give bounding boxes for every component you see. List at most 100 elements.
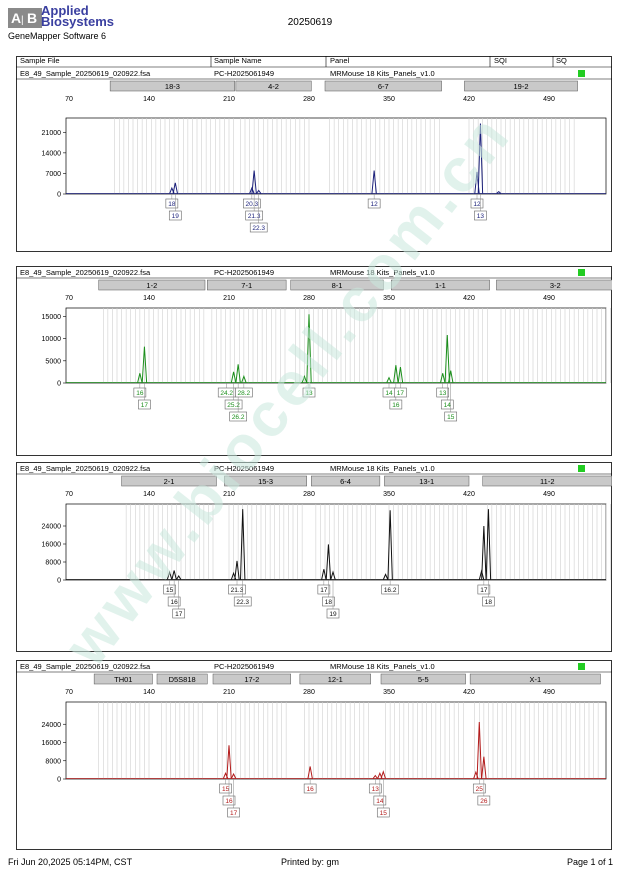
allele-call: 24.2: [220, 390, 233, 397]
allele-call: 18: [325, 599, 333, 606]
x-tick-label: 350: [383, 96, 395, 103]
x-tick-label: 490: [543, 96, 555, 103]
peak-1: [141, 346, 148, 383]
y-tick-label: 8000: [45, 758, 61, 765]
allele-call: 17: [397, 390, 405, 397]
y-tick-label: 8000: [45, 560, 61, 567]
x-tick-label: 280: [303, 295, 315, 302]
brand-line-1: Applied: [41, 3, 89, 18]
peak-5: [301, 374, 308, 383]
allele-box: [165, 198, 179, 209]
allele-box: [245, 210, 263, 221]
print-date: Fri Jun 20,2025 05:14PM, CST: [8, 857, 133, 867]
allele-call: 13: [477, 213, 485, 220]
allele-box: [167, 596, 181, 607]
sizing-quality-indicator: [578, 269, 585, 276]
printed-by: Printed by: gm: [280, 857, 340, 867]
marker-bin-1: [156, 673, 208, 685]
marker-label: 13-1: [419, 477, 434, 486]
allele-box: [302, 387, 316, 398]
allele-call: 17: [141, 402, 149, 409]
allele-call: 16.2: [384, 587, 397, 594]
y-tick-label: 10000: [42, 336, 62, 343]
allele-call: 17: [230, 810, 238, 817]
electropherogram-plot: 2-1 15-3 6-4 13-1 11-2 70 140 210 280 350 420 490 0 8…: [16, 462, 612, 652]
allele-box: [389, 399, 403, 410]
x-tick-label: 490: [543, 689, 555, 696]
allele-call: 17: [175, 611, 183, 618]
peak-2: [230, 772, 237, 779]
allele-box: [367, 198, 381, 209]
peak-0: [137, 373, 143, 383]
peak-1: [171, 570, 177, 580]
panel-border: [16, 266, 612, 456]
allele-box: [376, 807, 390, 818]
allele-box: [227, 807, 240, 818]
allele-call: 19: [172, 213, 180, 220]
electropherogram-panel-1: Sample File Sample Name Panel SQI SQ E8_49_Sa…: [16, 56, 612, 252]
col-sq: SQ: [556, 56, 567, 65]
marker-bin-4: [496, 279, 612, 291]
allele-box: [444, 411, 458, 422]
allele-box: [243, 198, 261, 209]
allele-call: 25.2: [227, 402, 240, 409]
marker-bin-2: [212, 673, 291, 685]
allele-box: [394, 387, 407, 398]
allele-call: 16: [392, 402, 400, 409]
allele-call: 19: [329, 611, 337, 618]
marker-label: 5-5: [418, 675, 429, 684]
x-tick-label: 490: [543, 295, 555, 302]
allele-box: [224, 399, 243, 410]
panel-name: MRMouse 18 Kits_Panels_v1.0: [330, 662, 435, 671]
electropherogram-plot: TH01 D5S818 17-2 12-1 5-5 X-170 140 210 280 350 42…: [16, 660, 612, 850]
marker-bin-2: [311, 475, 381, 487]
peak-12: [481, 525, 487, 580]
marker-label: D5S818: [169, 675, 196, 684]
panel-border: [16, 660, 612, 850]
y-tick-label: 24000: [42, 524, 62, 531]
x-tick-label: 140: [143, 689, 155, 696]
sample-file: E8_49_Sample_20250619_020922.fsa: [20, 69, 151, 78]
allele-call: 15: [222, 786, 230, 793]
marker-bin-0: [98, 279, 206, 291]
peak-2: [176, 575, 182, 580]
marker-label: 17-2: [244, 675, 259, 684]
allele-call: 12: [371, 201, 379, 208]
x-tick-label: 210: [223, 96, 235, 103]
allele-box: [138, 399, 151, 410]
page-number: Page 1 of 1: [566, 857, 613, 867]
peak-3: [307, 766, 313, 779]
sample-name: PC-H2025061949: [214, 662, 275, 671]
sample-name: PC-H2025061949: [214, 268, 275, 277]
marker-bin-1: [224, 475, 307, 487]
sample-info-row: E8_49_Sample_20250619_020922.fsa PC-H2025…: [16, 69, 612, 79]
y-tick-label: 16000: [42, 740, 62, 747]
allele-box: [163, 584, 176, 595]
sample-info-row: E8_49_Sample_20250619_020922.fsa PC-H2025…: [16, 464, 612, 474]
allele-call: 18: [485, 599, 493, 606]
marker-label: 6-4: [340, 477, 351, 486]
marker-label: 18-3: [165, 82, 180, 91]
marker-label: 12-1: [328, 675, 343, 684]
sample-name: PC-H2025061949: [214, 69, 275, 78]
x-tick-label: 140: [143, 295, 155, 302]
sample-info-row: E8_49_Sample_20250619_020922.fsa PC-H2025…: [16, 268, 612, 278]
peak-8: [330, 570, 336, 580]
electropherogram-panel-4: E8_49_Sample_20250619_020922.fsa PC-H2025…: [16, 660, 612, 850]
peak-8: [496, 190, 502, 194]
allele-box: [249, 222, 268, 233]
svg-text:B: B: [27, 10, 37, 26]
sizing-quality-indicator: [578, 70, 585, 77]
peak-2: [230, 371, 237, 383]
y-tick-label: 5000: [45, 358, 61, 365]
allele-box: [133, 387, 147, 398]
marker-bin-0: [109, 80, 235, 92]
marker-bin-5: [469, 673, 601, 685]
allele-call: 16: [136, 390, 144, 397]
plot-frame: [65, 117, 607, 195]
peak-2: [249, 186, 255, 194]
peak-6: [380, 770, 386, 779]
allele-box: [322, 596, 335, 607]
peak-8: [476, 721, 482, 779]
allele-call: 21.3: [231, 587, 244, 594]
